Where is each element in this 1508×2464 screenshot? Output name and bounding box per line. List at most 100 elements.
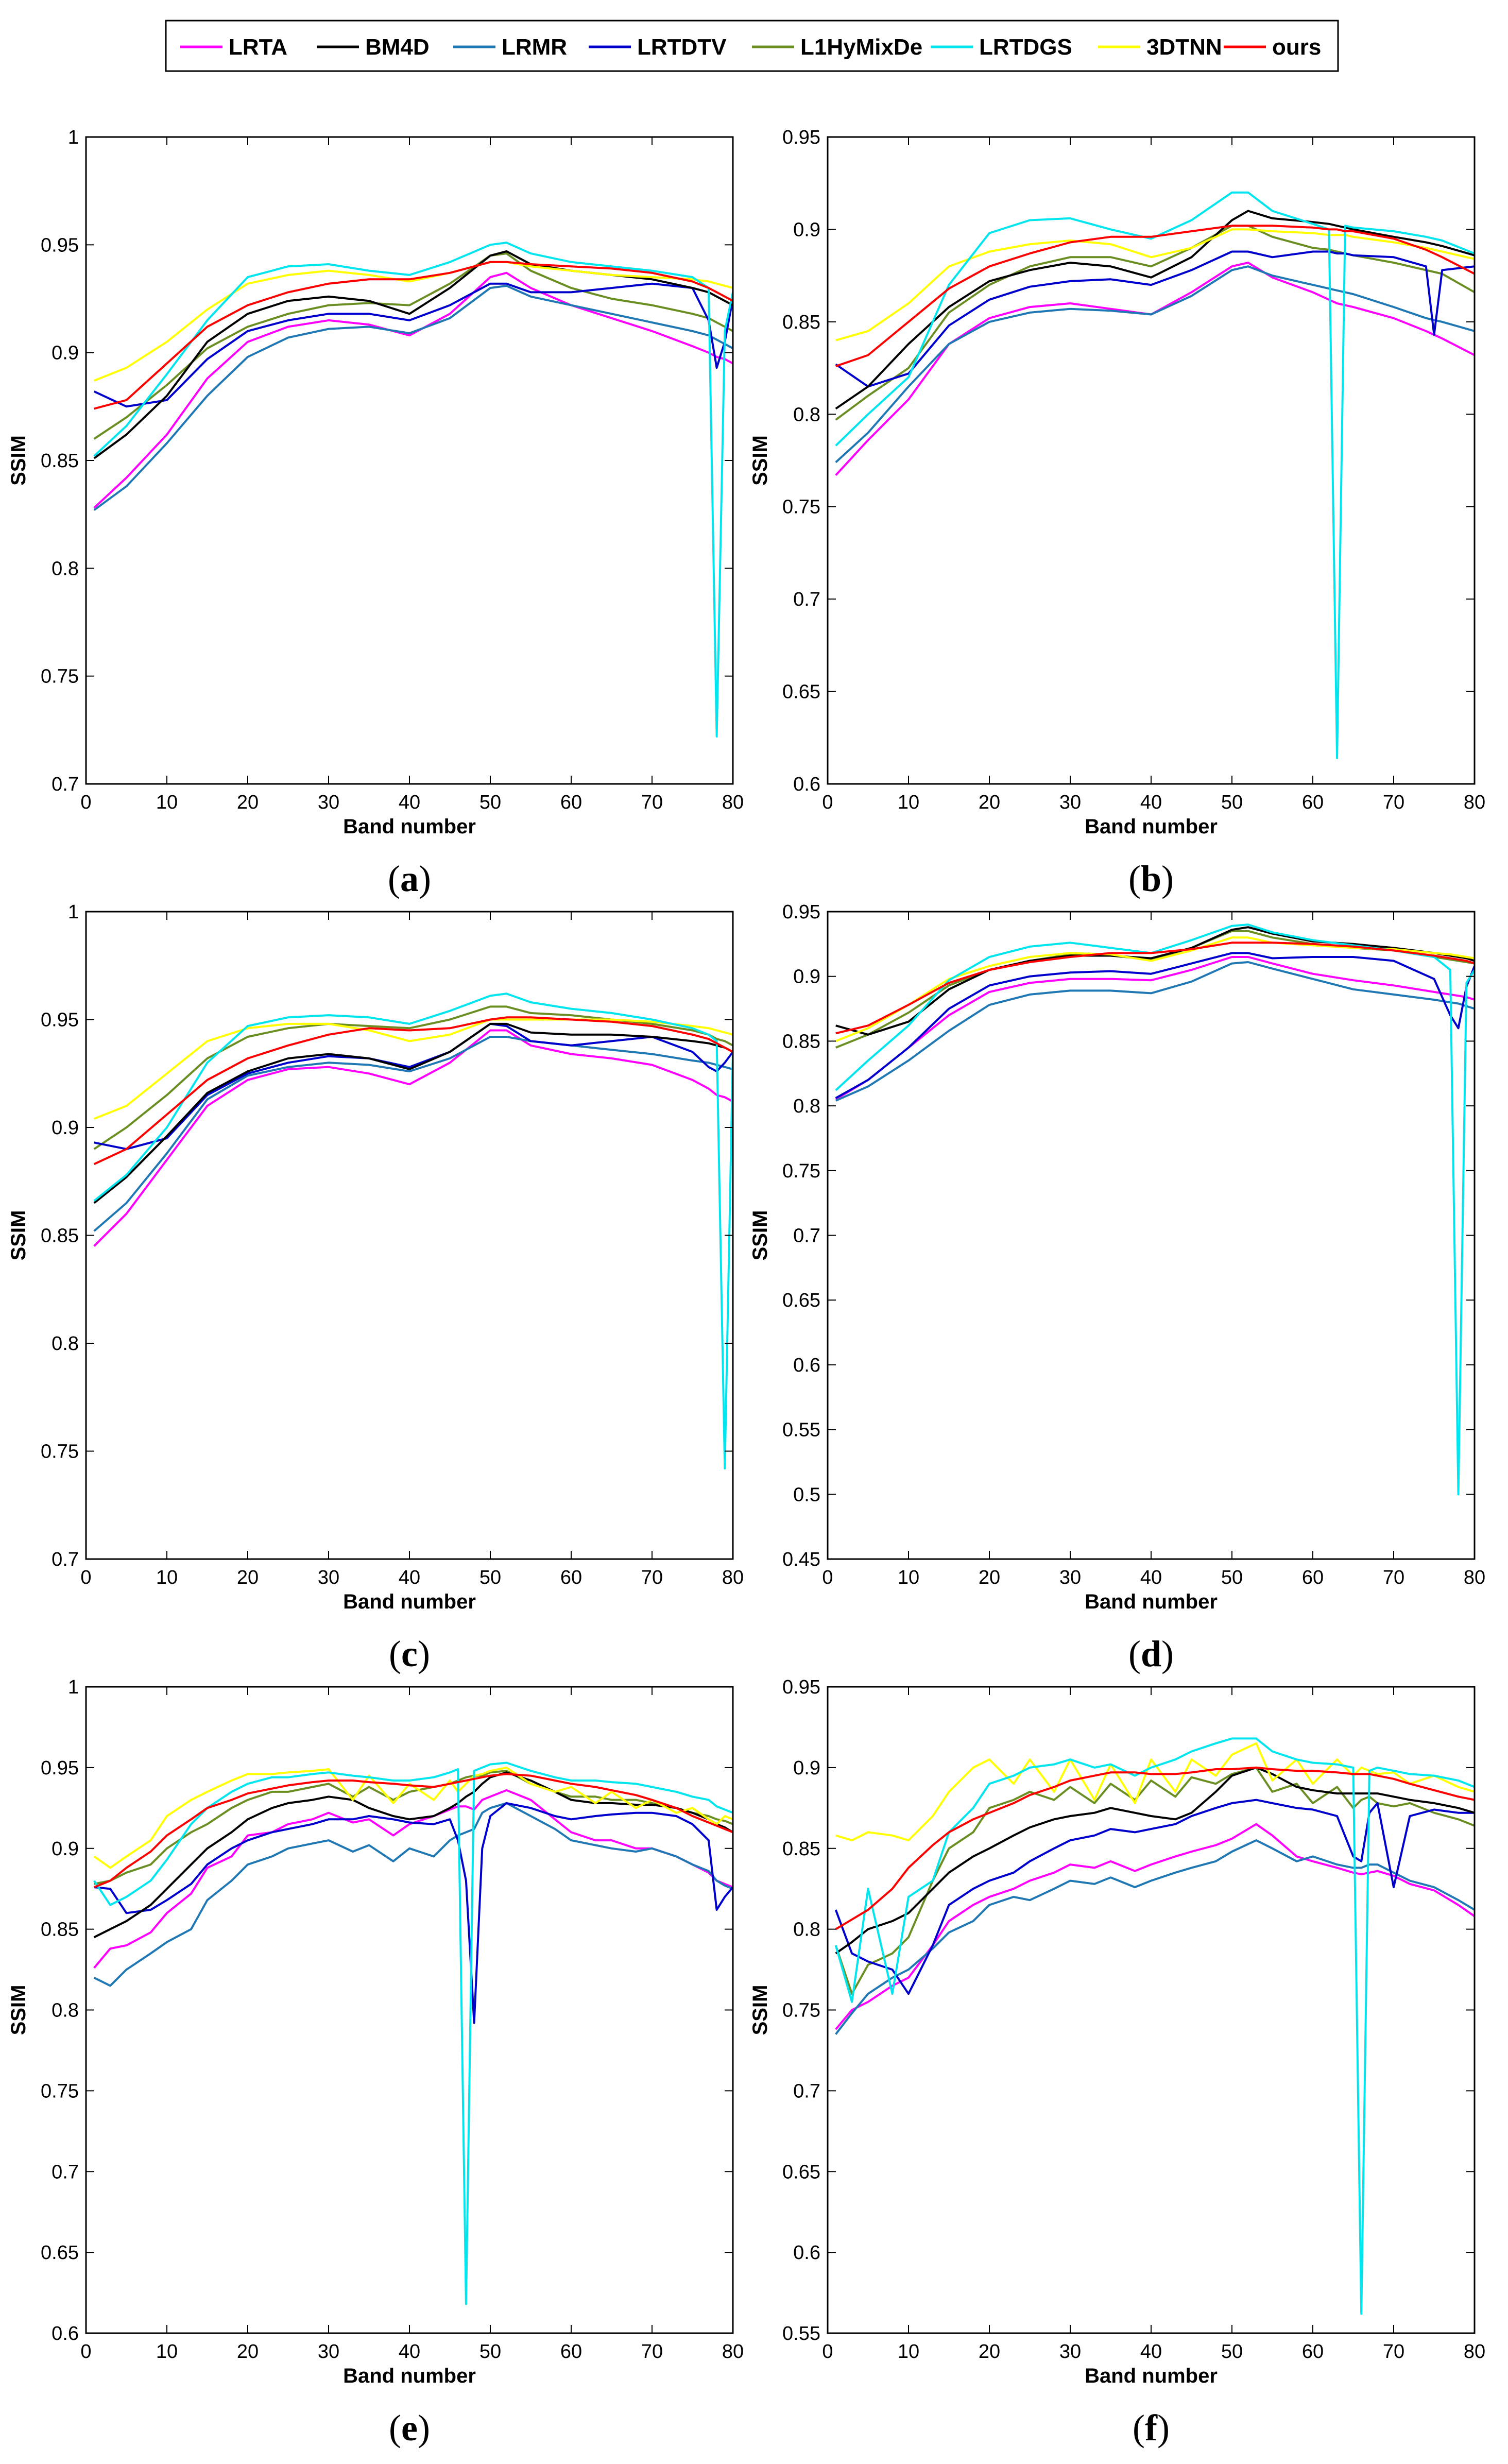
series-line-lrtdtv (834, 1799, 1475, 1995)
y-tick-label: 1 (68, 1676, 79, 1698)
y-axis-label: SSIM (7, 1210, 30, 1261)
x-axis-label: Band number (343, 2365, 476, 2387)
x-tick-label: 50 (479, 1567, 501, 1588)
chart-panel-a: 0 10 20 30 40 50 60 70 80 0.7 0.75 0.8 0.85 0.9 0.95 1 B… (7, 127, 744, 899)
y-tick-label: 1 (68, 901, 79, 923)
y-tick-label: 0.75 (782, 1160, 820, 1182)
y-tick-label: 0.6 (793, 1355, 820, 1376)
x-tick-label: 20 (979, 1567, 1000, 1588)
panel-caption: (f) (1133, 2407, 1170, 2449)
panel-letter: c (401, 1633, 418, 1674)
x-tick-label: 10 (898, 792, 919, 813)
x-tick-label: 30 (318, 2341, 339, 2363)
series-line-3dtnn (835, 228, 1475, 341)
legend-items: LRTA BM4D LRMR LRTDTV L1HyMixDe LRTDGS 3DTNN ou… (180, 35, 1321, 60)
y-axis-label: SSIM (7, 1985, 30, 2035)
legend-item-lrmr: LRMR (453, 35, 567, 60)
x-tick-label: 0 (80, 2341, 91, 2363)
plot-area (86, 912, 733, 1559)
y-tick-label: 0.9 (793, 1757, 820, 1779)
x-tick-label: 0 (822, 2341, 833, 2363)
x-tick-label: 60 (1302, 2341, 1324, 2363)
chart-panels: 0 10 20 30 40 50 60 70 800.70.750.80.850.90.951B… (7, 127, 1485, 2449)
x-tick-label: 40 (399, 1567, 420, 1588)
y-tick-label: 0.9 (52, 343, 79, 364)
series-line-3dtnn (835, 1742, 1475, 1842)
series-line-lrmr (93, 1802, 733, 1987)
x-tick-label: 0 (80, 1567, 91, 1588)
series-line-lrtdtv (835, 250, 1475, 388)
x-tick-label: 30 (1059, 2341, 1081, 2363)
x-tick-label: 0 (80, 792, 91, 813)
y-tick-label: 0.8 (793, 1096, 820, 1117)
x-tick-label: 70 (641, 1567, 663, 1588)
panel-letter: b (1141, 858, 1161, 899)
y-tick-label: 1 (68, 127, 79, 148)
y-tick-label: 0.85 (782, 1838, 820, 1860)
y-tick-label: 0.95 (41, 234, 79, 256)
x-axis-label: Band number (343, 1590, 476, 1613)
x-tick-label: 30 (318, 1567, 339, 1588)
y-tick-label: 0.65 (782, 681, 820, 703)
y-tick-label: 0.7 (52, 2161, 79, 2183)
series-line-ours (835, 1766, 1475, 1930)
series-group (835, 191, 1475, 759)
series-line-lrmr (835, 265, 1475, 464)
panel-letter: d (1141, 1633, 1161, 1674)
legend-label: L1HyMixDe (800, 35, 922, 60)
x-tick-label: 40 (1140, 792, 1162, 813)
series-line-ours (93, 1016, 733, 1166)
panel-caption: (a) (388, 858, 431, 899)
chart-panel-d: 0 10 20 30 40 50 60 70 80 0.45 0.5 0.55 0.6 0.65 0.7 0.… (749, 901, 1485, 1674)
series-line-lrtdgs (93, 1761, 733, 2305)
series-line-ours (835, 942, 1475, 1035)
x-tick-label: 10 (898, 1567, 919, 1588)
series-line-bm4d (835, 210, 1475, 410)
x-tick-label: 40 (1140, 2341, 1162, 2363)
x-tick-label: 70 (1383, 2341, 1404, 2363)
panel-caption: (d) (1128, 1633, 1174, 1674)
series-line-bm4d (835, 1766, 1475, 1955)
y-tick-label: 0.6 (793, 2242, 820, 2264)
x-tick-label: 80 (1464, 1567, 1485, 1588)
x-tick-label: 60 (560, 1567, 582, 1588)
y-tick-label: 0.5 (793, 1484, 820, 1505)
chart-panel-f: 0 10 20 30 40 50 60 70 80 0.55 0.6 0.65 0.7 0.75 0.8 0.… (749, 1676, 1485, 2449)
y-tick-label: 0.7 (52, 774, 79, 795)
x-axis-label: Band number (1085, 815, 1218, 838)
y-tick-label: 0.55 (782, 1419, 820, 1441)
x-tick-label: 60 (1302, 792, 1324, 813)
chart-panel-b: 0 10 20 30 40 50 60 70 80 0.6 0.65 0.7 0.75 0.8 0.85 0.… (749, 127, 1485, 899)
y-axis-label: SSIM (749, 1985, 772, 2035)
chart-panel-e: 0 10 20 30 40 50 60 70 80 0.6 0.65 0.7 0.75 0.8 0.85 0.… (7, 1676, 744, 2449)
series-line-3dtnn (835, 936, 1475, 1042)
x-axis-label: Band number (1085, 2365, 1218, 2387)
x-tick-label: 50 (479, 792, 501, 813)
x-tick-label: 50 (1221, 2341, 1243, 2363)
y-tick-label: 0.8 (793, 404, 820, 425)
legend-item-lrtdtv: LRTDTV (589, 35, 727, 60)
series-line-ours (93, 1773, 733, 1888)
x-tick-label: 60 (560, 792, 582, 813)
series-line-bm4d (93, 250, 733, 459)
y-tick-label: 0.9 (52, 1838, 79, 1860)
series-line-lrtdgs (93, 993, 733, 1469)
y-tick-label: 0.8 (793, 1919, 820, 1941)
plot-area (828, 912, 1475, 1559)
y-tick-label: 0.6 (793, 774, 820, 795)
x-axis-label: Band number (343, 815, 476, 838)
legend-label: 3DTNN (1146, 35, 1222, 60)
y-tick-label: 0.7 (52, 1549, 79, 1570)
y-axis-label: SSIM (749, 435, 772, 486)
y-tick-label: 0.85 (41, 1919, 79, 1941)
x-tick-label: 10 (156, 1567, 178, 1588)
legend-item-lrtdgs: LRTDGS (931, 35, 1072, 60)
y-tick-label: 0.85 (782, 312, 820, 333)
x-tick-label: 50 (1221, 792, 1243, 813)
series-line-3dtnn (93, 1766, 733, 1869)
series-line-ours (94, 261, 733, 410)
plot-area (828, 137, 1475, 784)
x-tick-label: 30 (1059, 1567, 1081, 1588)
series-line-l1hymixde (834, 1766, 1475, 1995)
y-tick-label: 0.9 (793, 966, 820, 988)
